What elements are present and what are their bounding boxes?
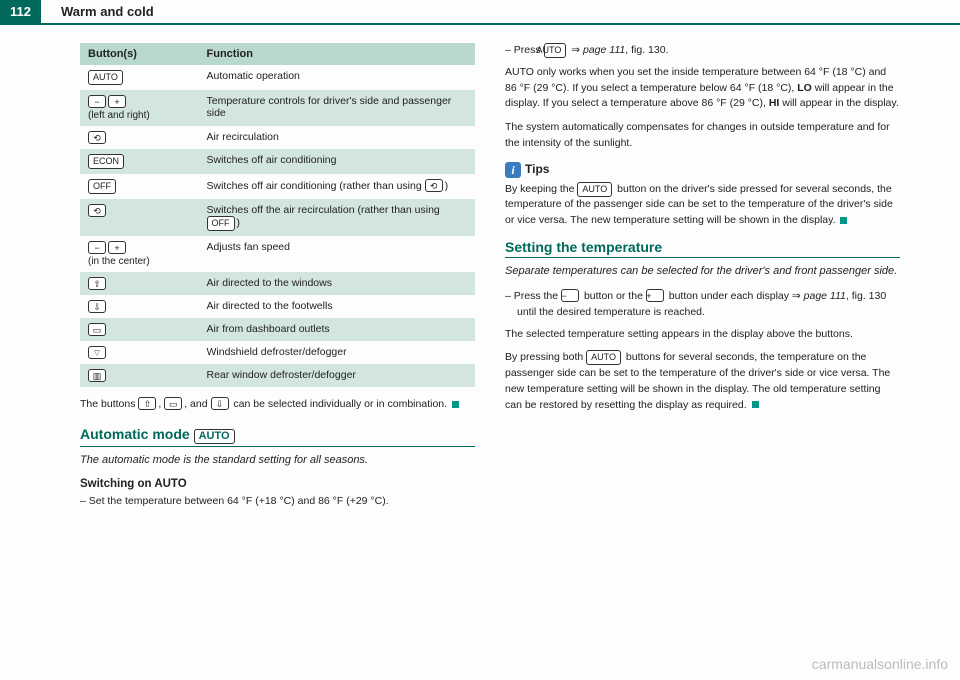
button-cell: ⇩ xyxy=(80,295,199,318)
section-automatic-mode: Automatic mode AUTO xyxy=(80,426,475,447)
table-row: AUTOAutomatic operation xyxy=(80,65,475,90)
page-number: 112 xyxy=(0,0,41,23)
function-cell: Rear window defroster/defogger xyxy=(199,364,476,387)
switching-on-step: – Set the temperature between 64 °F (+18… xyxy=(80,494,475,510)
function-cell: Temperature controls for driver's side a… xyxy=(199,90,476,126)
button-cell: ⟲ xyxy=(80,126,199,149)
tips-label: Tips xyxy=(525,162,549,176)
page-title: Warm and cold xyxy=(61,0,154,23)
section-setting-temperature: Setting the temperature xyxy=(505,239,900,258)
left-column: Button(s) Function AUTOAutomatic operati… xyxy=(80,43,475,516)
button-cell: OFF xyxy=(80,174,199,199)
page-header: 112 Warm and cold xyxy=(0,0,960,25)
table-row: ⇩Air directed to the footwells xyxy=(80,295,475,318)
button-cell: −+(in the center) xyxy=(80,236,199,272)
temp-intro: Separate temperatures can be selected fo… xyxy=(505,264,900,279)
table-row: OFFSwitches off air conditioning (rather… xyxy=(80,174,475,199)
note-after-table: The buttons ⇧, ▭, and ⇩ can be selected … xyxy=(80,397,475,412)
table-row: ⟲Switches off the air recirculation (rat… xyxy=(80,199,475,236)
auto-intro: The automatic mode is the standard setti… xyxy=(80,453,475,468)
tips-text: By keeping the AUTO button on the driver… xyxy=(505,182,900,229)
table-row: ⌔Windshield defroster/defogger xyxy=(80,341,475,364)
function-cell: Switches off air conditioning xyxy=(199,149,476,174)
th-buttons: Button(s) xyxy=(80,43,199,65)
function-cell: Air directed to the footwells xyxy=(199,295,476,318)
tips-heading: i Tips xyxy=(505,162,900,178)
temp-step: – Press the − button or the + button und… xyxy=(505,289,900,321)
function-cell: Air recirculation xyxy=(199,126,476,149)
function-cell: Switches off the air recirculation (rath… xyxy=(199,199,476,236)
auto-para2: The system automatically compensates for… xyxy=(505,120,900,152)
table-row: −+(left and right)Temperature controls f… xyxy=(80,90,475,126)
table-row: −+(in the center)Adjusts fan speed xyxy=(80,236,475,272)
buttons-table: Button(s) Function AUTOAutomatic operati… xyxy=(80,43,475,387)
right-column: – Press AUTO ⇒ page 111, fig. 130. AUTO … xyxy=(505,43,900,516)
info-icon: i xyxy=(505,162,521,178)
function-cell: Automatic operation xyxy=(199,65,476,90)
watermark: carmanualsonline.info xyxy=(812,656,948,672)
table-row: ▥Rear window defroster/defogger xyxy=(80,364,475,387)
button-cell: ▭ xyxy=(80,318,199,341)
button-cell: ECON xyxy=(80,149,199,174)
button-cell: AUTO xyxy=(80,65,199,90)
temp-para2: By pressing both AUTO buttons for severa… xyxy=(505,350,900,413)
function-cell: Windshield defroster/defogger xyxy=(199,341,476,364)
button-cell: ⇧ xyxy=(80,272,199,295)
th-function: Function xyxy=(199,43,476,65)
button-cell: ▥ xyxy=(80,364,199,387)
function-cell: Switches off air conditioning (rather th… xyxy=(199,174,476,199)
button-cell: ⌔ xyxy=(80,341,199,364)
button-cell: ⟲ xyxy=(80,199,199,236)
press-auto-step: – Press AUTO ⇒ page 111, fig. 130. xyxy=(505,43,900,59)
auto-para1: AUTO only works when you set the inside … xyxy=(505,65,900,112)
table-row: ▭Air from dashboard outlets xyxy=(80,318,475,341)
switching-on-head: Switching on AUTO xyxy=(80,478,475,490)
table-row: ⇧Air directed to the windows xyxy=(80,272,475,295)
function-cell: Adjusts fan speed xyxy=(199,236,476,272)
table-row: ⟲Air recirculation xyxy=(80,126,475,149)
button-cell: −+(left and right) xyxy=(80,90,199,126)
temp-para1: The selected temperature setting appears… xyxy=(505,327,900,343)
table-row: ECONSwitches off air conditioning xyxy=(80,149,475,174)
function-cell: Air from dashboard outlets xyxy=(199,318,476,341)
function-cell: Air directed to the windows xyxy=(199,272,476,295)
